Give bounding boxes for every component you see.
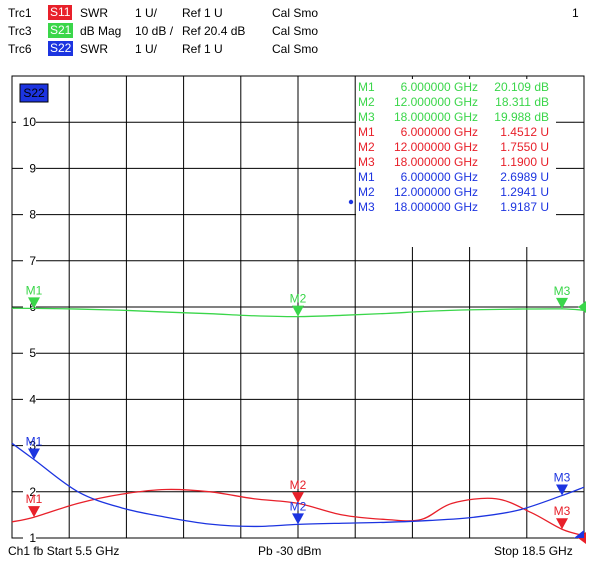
marker-readout-label: M2 xyxy=(358,185,375,199)
marker-m2-s11[interactable] xyxy=(292,492,304,504)
trace-scale[interactable]: 10 dB / xyxy=(135,24,174,38)
page-number: 1 xyxy=(572,6,579,20)
marker-readout-freq: 12.000000 GHz xyxy=(394,95,478,109)
marker-readout-freq: 18.000000 GHz xyxy=(394,200,478,214)
y-tick-label-bg xyxy=(23,438,36,452)
trace-name: Trc1 xyxy=(8,6,32,20)
marker-readout-label: M2 xyxy=(358,140,375,154)
trace-ref[interactable]: Ref 20.4 dB xyxy=(182,24,246,38)
marker-label: M1 xyxy=(26,492,43,506)
marker-label: M2 xyxy=(290,478,307,492)
marker-readout-value: 2.6989 U xyxy=(500,170,549,184)
marker-readout-value: 1.4512 U xyxy=(500,125,549,139)
marker-readout-label: M1 xyxy=(358,125,375,139)
marker-readout-freq: 18.000000 GHz xyxy=(394,110,478,124)
marker-readout-value: 18.311 dB xyxy=(495,95,549,109)
marker-m2-s21[interactable] xyxy=(292,305,304,317)
marker-readout-freq: 6.000000 GHz xyxy=(401,170,478,184)
s-param-badge-s21[interactable]: S21 xyxy=(48,23,74,38)
footer-start: Ch1 fb Start 5.5 GHz xyxy=(8,544,120,558)
marker-label: M2 xyxy=(290,499,307,513)
marker-m1-s21[interactable] xyxy=(28,297,40,309)
trace-cal: Cal Smo xyxy=(272,24,319,38)
plot-badge-bg xyxy=(19,83,49,103)
marker-label: M3 xyxy=(554,504,571,518)
marker-m2-s22[interactable] xyxy=(292,513,304,525)
trace-name: Trc3 xyxy=(8,24,32,38)
marker-m1-s11[interactable] xyxy=(28,506,40,518)
y-tick-label-bg xyxy=(23,346,36,360)
footer-stop: Stop 18.5 GHz xyxy=(494,544,573,558)
trace-cal: Cal Smo xyxy=(272,6,319,20)
trace-scale[interactable]: 1 U/ xyxy=(135,6,158,20)
marker-readout-label: M3 xyxy=(358,110,375,124)
marker-readout-value: 20.109 dB xyxy=(494,80,549,94)
y-tick-label: 5 xyxy=(29,346,36,360)
y-tick-label-bg xyxy=(23,531,36,544)
y-tick-label: 3 xyxy=(29,439,36,453)
marker-label: M1 xyxy=(26,283,43,297)
marker-readout-freq: 6.000000 GHz xyxy=(401,80,478,94)
marker-readout-freq: 12.000000 GHz xyxy=(394,140,478,154)
s-param-badge-s22[interactable]: S22 xyxy=(48,41,74,56)
marker-readout-label: M1 xyxy=(358,80,375,94)
marker-readout-label: M1 xyxy=(358,170,375,184)
y-tick-label: 10 xyxy=(23,115,37,129)
y-tick-label-bg xyxy=(23,392,36,406)
trace-format[interactable]: dB Mag xyxy=(80,24,122,38)
trace-scale[interactable]: 1 U/ xyxy=(135,42,158,56)
y-tick-label-bg xyxy=(23,207,36,221)
y-tick-label-bg xyxy=(23,253,36,267)
marker-readout-freq: 18.000000 GHz xyxy=(394,155,478,169)
marker-label: M3 xyxy=(554,284,571,298)
plot-badge-s22[interactable]: S22 xyxy=(23,86,45,100)
y-tick-label: 4 xyxy=(29,392,36,406)
y-tick-label-bg xyxy=(16,115,36,129)
footer-power: Pb -30 dBm xyxy=(258,544,322,558)
marker-readout-value: 1.2941 U xyxy=(500,185,549,199)
y-tick-label: 6 xyxy=(29,300,36,314)
trace-format[interactable]: SWR xyxy=(80,6,108,20)
trace-ref[interactable]: Ref 1 U xyxy=(182,42,223,56)
marker-m3-s11[interactable] xyxy=(556,518,568,530)
y-tick-label-bg xyxy=(23,161,36,175)
y-tick-label: 8 xyxy=(29,208,36,222)
marker-readout-label: M3 xyxy=(358,155,375,169)
trace-end-arrow-s22 xyxy=(574,530,584,538)
y-tick-label: 7 xyxy=(29,254,36,268)
marker-label: M2 xyxy=(290,292,307,306)
y-tick-label: 2 xyxy=(29,485,36,499)
trace-s22[interactable] xyxy=(11,442,585,528)
marker-m1-s22[interactable] xyxy=(28,448,40,460)
trace-format[interactable]: SWR xyxy=(80,42,108,56)
marker-m3-s21[interactable] xyxy=(556,297,568,309)
marker-readout-value: 1.9187 U xyxy=(500,200,549,214)
marker-label: M3 xyxy=(554,471,571,485)
y-tick-label-bg xyxy=(23,484,36,498)
marker-m3-s22[interactable] xyxy=(556,484,568,496)
marker-readout-freq: 12.000000 GHz xyxy=(394,185,478,199)
marker-readout-label: M3 xyxy=(358,200,375,214)
trace-end-arrow-s21 xyxy=(578,301,586,313)
active-marker-dot xyxy=(348,199,354,205)
marker-readout-value: 1.1900 U xyxy=(500,155,549,169)
y-tick-label: 1 xyxy=(29,531,36,545)
trace-s11[interactable] xyxy=(11,488,585,537)
y-tick-label: 9 xyxy=(29,161,36,175)
s-param-badge-s11[interactable]: S11 xyxy=(48,5,73,20)
trace-cal: Cal Smo xyxy=(272,42,319,56)
marker-readout-value: 1.7550 U xyxy=(500,140,549,154)
marker-readout-label: M2 xyxy=(358,95,375,109)
trace-ref[interactable]: Ref 1 U xyxy=(182,6,223,20)
marker-label: M1 xyxy=(26,435,43,449)
marker-readout-value: 19.988 dB xyxy=(494,110,549,124)
marker-readout-bg xyxy=(356,79,556,247)
marker-readout-freq: 6.000000 GHz xyxy=(401,125,478,139)
trace-name: Trc6 xyxy=(8,42,32,56)
